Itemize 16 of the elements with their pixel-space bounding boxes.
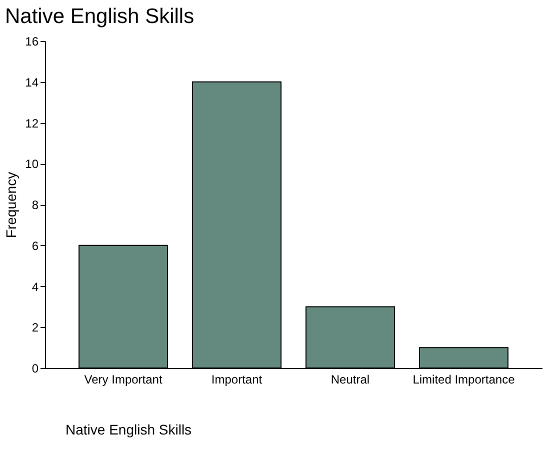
y-tick-label: 8: [32, 198, 39, 212]
x-tick-label: Limited Importance: [412, 372, 516, 386]
y-tick-label: 2: [32, 320, 39, 335]
x-tick-label: Neutral: [330, 372, 370, 386]
y-tick-label: 0: [32, 362, 39, 376]
x-tick-label: Important: [211, 372, 263, 386]
y-tick-label: 10: [25, 157, 39, 172]
y-tick-label: 4: [32, 280, 39, 294]
y-tick-label: 12: [25, 116, 39, 130]
y-axis-title: Frequency: [3, 172, 20, 238]
chart-title: Native English Skills: [5, 5, 194, 28]
x-tick-label: Very Important: [84, 372, 163, 386]
y-tick-label: 16: [25, 34, 39, 48]
x-axis-title: Native English Skills: [66, 422, 192, 438]
y-tick-label: 14: [25, 75, 39, 90]
y-tick-label: 6: [32, 238, 39, 253]
